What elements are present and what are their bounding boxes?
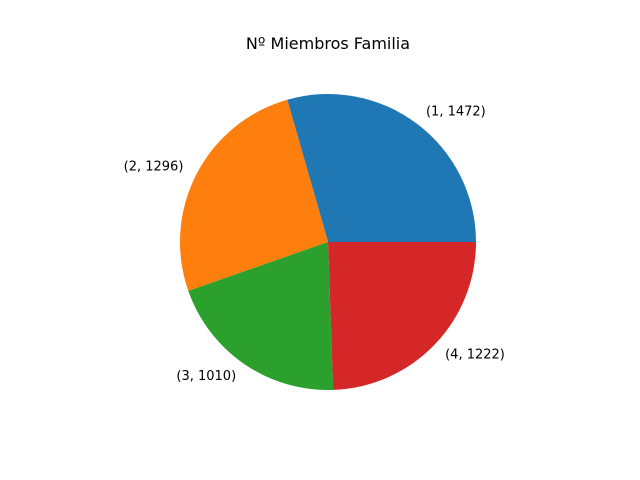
pie-slice-1	[287, 94, 476, 243]
pie-slice-4	[328, 242, 476, 390]
pie-label-1: (1, 1472)	[426, 104, 486, 119]
pie-label-3: (3, 1010)	[176, 369, 236, 384]
pie-labels: (1, 1472) (2, 1296) (3, 1010) (4, 1222)	[124, 104, 505, 383]
pie-label-4: (4, 1222)	[445, 348, 505, 363]
pie-label-2: (2, 1296)	[124, 160, 184, 175]
pie-slice-2	[180, 99, 328, 291]
chart-title: Nº Miembros Familia	[246, 34, 410, 53]
pie-slices	[180, 94, 476, 390]
pie-slice-3	[188, 242, 334, 390]
